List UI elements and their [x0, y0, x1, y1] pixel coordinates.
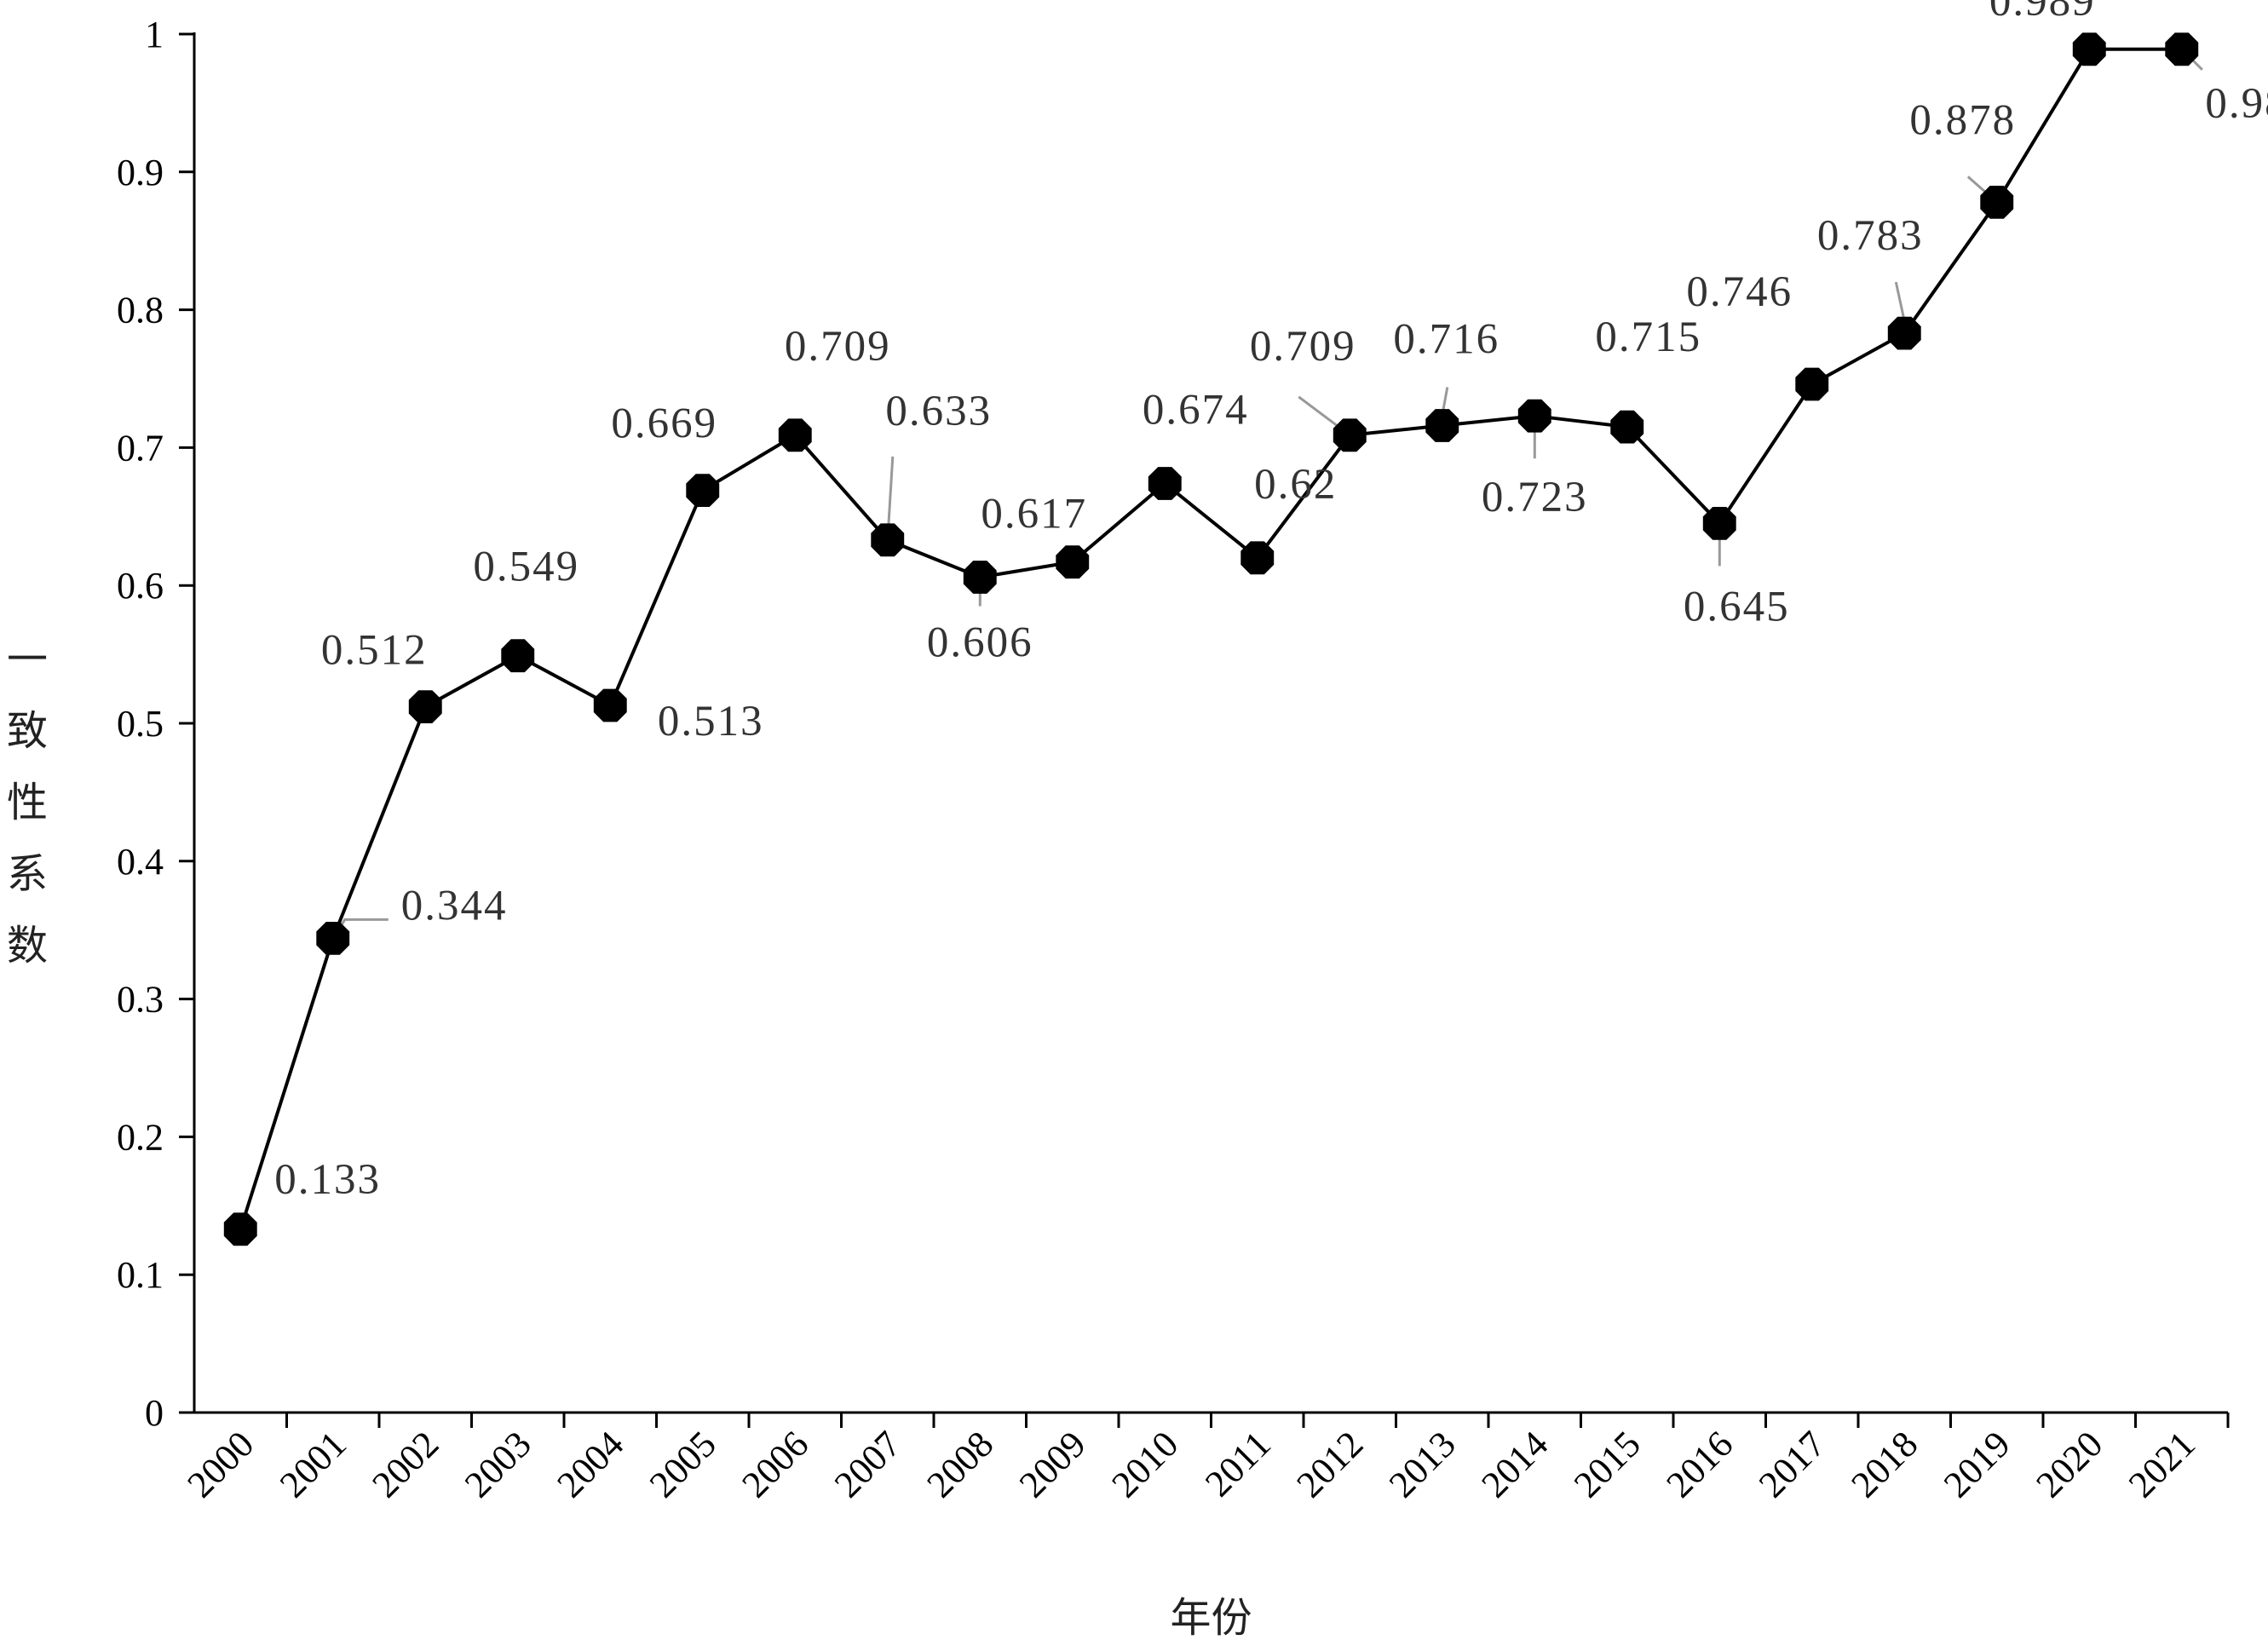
- x-tick-label: 2016: [1658, 1423, 1741, 1505]
- x-tick-label: 2021: [2121, 1423, 2203, 1505]
- data-point-marker: [1980, 186, 2014, 219]
- data-point-marker: [1333, 418, 1367, 452]
- x-tick-label: 2020: [2028, 1423, 2110, 1505]
- series-line: [239, 47, 2182, 1230]
- data-label: 0.133: [274, 1156, 381, 1204]
- x-tick-label: 2005: [642, 1423, 724, 1505]
- x-tick-label: 2015: [1566, 1423, 1649, 1505]
- x-tick-label: 2006: [734, 1423, 816, 1505]
- x-tick-label: 2007: [826, 1423, 909, 1505]
- y-tick-label: 0.8: [117, 290, 164, 331]
- data-label: 0.549: [473, 544, 579, 591]
- data-label: 0.674: [1143, 387, 1249, 434]
- data-point-marker: [1517, 399, 1551, 433]
- y-axis-title-char: 数: [7, 922, 48, 970]
- data-point-marker: [1056, 545, 1090, 579]
- data-label: 0.669: [611, 400, 717, 448]
- x-tick-label: 2001: [272, 1423, 354, 1505]
- data-point-marker: [316, 922, 350, 955]
- data-label: 0.746: [1686, 268, 1793, 316]
- x-tick-label: 2018: [1843, 1423, 1925, 1505]
- y-tick-label: 0.6: [117, 565, 164, 607]
- data-point-marker: [1148, 467, 1182, 500]
- data-label: 0.716: [1393, 316, 1500, 364]
- y-tick-label: 0.9: [117, 152, 164, 193]
- x-axis-ticks: 2000 2001 2002 2003 2004 2005 2006 2007 2008 2009…: [179, 1413, 2230, 1505]
- data-point-marker: [2165, 32, 2199, 66]
- data-label: 0.513: [658, 698, 764, 745]
- series-polyline: [239, 47, 2182, 1230]
- y-tick-label: 0.1: [117, 1254, 164, 1296]
- data-label: 0.645: [1684, 583, 1790, 630]
- y-tick-label: 0.4: [117, 841, 164, 883]
- data-point-marker: [1795, 367, 1829, 401]
- data-label: 0.633: [885, 388, 992, 435]
- data-point-marker: [1610, 410, 1644, 444]
- x-tick-label: 2013: [1381, 1423, 1464, 1505]
- data-label: 0.989: [1989, 0, 2096, 26]
- y-tick-label: 0: [145, 1392, 164, 1434]
- data-point-marker: [223, 1212, 257, 1246]
- x-axis-title: 年份: [1170, 1594, 1252, 1640]
- x-tick-label: 2009: [1011, 1423, 1094, 1505]
- data-label: 0.989: [2205, 80, 2268, 128]
- y-tick-label: 0.7: [117, 427, 164, 469]
- data-label: 0.709: [785, 323, 891, 371]
- data-point-marker: [871, 523, 905, 557]
- data-label: 0.512: [321, 627, 428, 675]
- data-point-marker: [408, 690, 442, 723]
- data-point-marker: [1887, 316, 1921, 350]
- data-label: 0.878: [1909, 96, 2016, 144]
- x-tick-label: 2002: [364, 1423, 446, 1505]
- y-tick-label: 0.5: [117, 703, 164, 745]
- x-tick-label: 2011: [1197, 1423, 1279, 1505]
- y-tick-label: 1: [145, 14, 164, 55]
- x-tick-label: 2003: [457, 1423, 539, 1505]
- data-label: 0.783: [1817, 212, 1924, 260]
- y-axis-title-char: 致: [7, 707, 48, 755]
- x-tick-label: 2012: [1288, 1423, 1371, 1505]
- x-tick-label: 2017: [1751, 1423, 1833, 1505]
- data-point-marker: [686, 474, 720, 507]
- data-labels: 0.133 0.344 0.512 0.549 0.513 0.669 0.709 0.633…: [274, 0, 2268, 1204]
- data-point-marker: [963, 561, 997, 594]
- data-point-marker: [1702, 507, 1736, 540]
- data-label: 0.709: [1250, 323, 1356, 371]
- x-tick-label: 2014: [1473, 1423, 1556, 1505]
- x-tick-label: 2019: [1936, 1423, 2018, 1505]
- data-label: 0.606: [927, 619, 1033, 667]
- label-leader-line: [1894, 281, 1906, 322]
- x-tick-label: 2008: [918, 1423, 1001, 1505]
- x-tick-label: 2000: [179, 1423, 262, 1505]
- data-label: 0.723: [1482, 474, 1588, 521]
- x-tick-label: 2004: [549, 1423, 631, 1505]
- x-tick-label: 2010: [1103, 1423, 1186, 1505]
- y-axis-title-char: 系: [7, 850, 48, 898]
- data-point-marker: [2072, 32, 2106, 66]
- y-tick-label: 0.2: [117, 1116, 164, 1158]
- data-point-marker: [501, 639, 535, 673]
- data-point-marker: [1240, 541, 1275, 575]
- data-point-marker: [1425, 409, 1459, 442]
- y-axis-title-char: 性: [7, 779, 48, 826]
- data-label: 0.62: [1254, 461, 1337, 509]
- data-label: 0.715: [1595, 314, 1701, 361]
- data-markers: [223, 32, 2199, 1246]
- y-tick-label: 0.3: [117, 979, 164, 1021]
- y-axis-ticks: 0 0.1 0.2 0.3 0.4 0.5 0.6 0.7 0.8 0.9 1: [117, 14, 194, 1434]
- data-point-marker: [778, 418, 812, 452]
- y-axis-title-char: 一: [7, 636, 48, 683]
- data-point-marker: [593, 688, 627, 722]
- data-label: 0.617: [981, 491, 1087, 538]
- data-label: 0.344: [401, 882, 508, 929]
